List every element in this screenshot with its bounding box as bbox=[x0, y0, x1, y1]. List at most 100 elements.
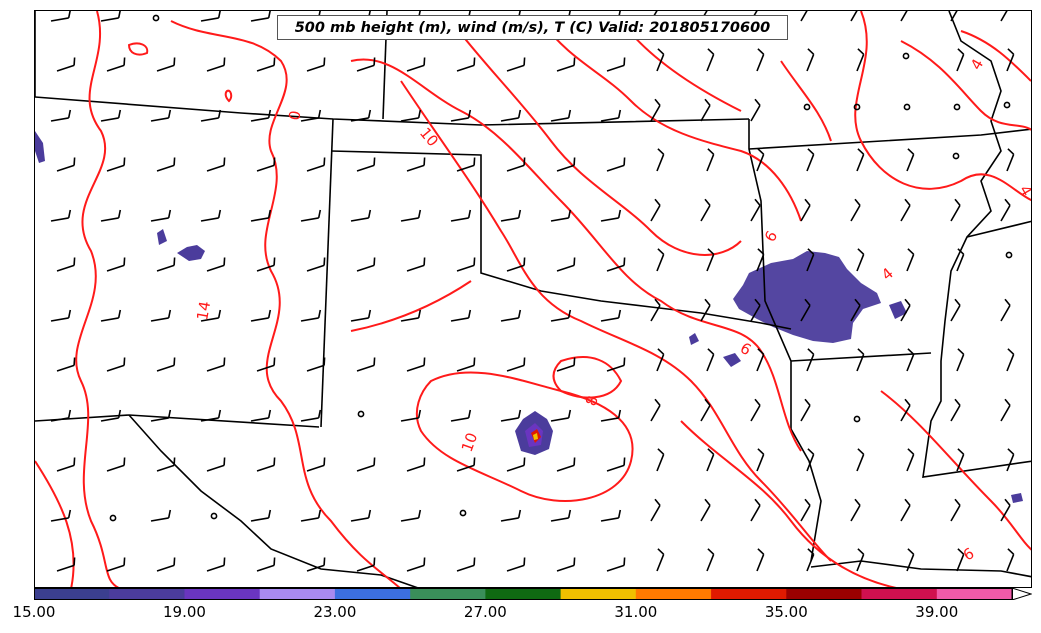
wind-barb-shaft bbox=[856, 354, 865, 372]
wind-barb-shaft bbox=[950, 205, 961, 222]
wind-barb-flag bbox=[807, 548, 815, 555]
wind-barb-shaft bbox=[250, 117, 269, 122]
wind-barb-shaft bbox=[1006, 154, 1015, 172]
wind-barb-shaft bbox=[700, 105, 711, 122]
wind-barb-flag bbox=[854, 298, 861, 306]
wind-barb-flag bbox=[707, 348, 715, 355]
wind-barb-shaft bbox=[156, 464, 175, 472]
calm-wind-circle bbox=[853, 103, 861, 111]
colorbar-segment bbox=[334, 588, 411, 600]
wind-barb-flag bbox=[1004, 498, 1011, 506]
wind-barb-shaft bbox=[750, 505, 761, 522]
wind-barb-flag bbox=[473, 357, 476, 366]
wind-barb-flag bbox=[954, 498, 961, 506]
wind-barb-flag bbox=[904, 298, 911, 306]
wind-barb-shaft bbox=[400, 417, 419, 422]
wind-barb-shaft bbox=[506, 64, 525, 72]
wind-barb-shaft bbox=[906, 354, 915, 372]
wind-barb-shaft bbox=[256, 564, 275, 572]
wind-barb-flag bbox=[273, 257, 276, 266]
wind-barb-shaft bbox=[656, 454, 665, 472]
wind-barb-shaft bbox=[900, 405, 911, 422]
wind-barb-flag bbox=[273, 457, 276, 466]
wind-barb-shaft bbox=[550, 217, 569, 222]
wind-barb-shaft bbox=[356, 564, 375, 572]
wind-barb-shaft bbox=[456, 264, 475, 272]
wind-barb-shaft bbox=[556, 564, 575, 572]
wind-barb-shaft bbox=[650, 305, 661, 322]
wind-barb-flag bbox=[957, 548, 965, 555]
wind-barb-flag bbox=[1007, 548, 1015, 555]
wind-barb-shaft bbox=[250, 317, 269, 322]
wind-barb-flag bbox=[617, 509, 622, 519]
wind-barb-shaft bbox=[906, 554, 915, 572]
wind-barb-flag bbox=[954, 398, 961, 406]
wind-barb-shaft bbox=[306, 364, 325, 372]
wind-barb-flag bbox=[754, 98, 761, 106]
wind-barb-shaft bbox=[500, 317, 519, 322]
wind-barb-flag bbox=[704, 398, 711, 406]
wind-barb-shaft bbox=[400, 517, 419, 522]
wind-barb-flag bbox=[123, 457, 126, 466]
shaded-blob-nm bbox=[177, 245, 205, 261]
wind-barb-flag bbox=[217, 209, 222, 219]
contour-label: 6 bbox=[737, 339, 754, 359]
wind-barb-flag bbox=[657, 248, 665, 255]
wind-barb-flag bbox=[117, 409, 122, 419]
wind-barb-flag bbox=[117, 309, 122, 319]
wind-barb-shaft bbox=[450, 417, 469, 422]
wind-barb-shaft bbox=[800, 505, 811, 522]
wind-barb-shaft bbox=[206, 264, 225, 272]
wind-barb-shaft bbox=[600, 217, 619, 222]
wind-barb-shaft bbox=[156, 264, 175, 272]
wind-barb-shaft bbox=[700, 205, 711, 222]
wind-barb-flag bbox=[73, 557, 76, 566]
wind-barb-shaft bbox=[700, 505, 711, 522]
wind-barb-flag bbox=[807, 148, 815, 155]
wind-barb-flag bbox=[417, 109, 422, 119]
wind-barb-flag bbox=[617, 309, 622, 319]
wind-barb-flag bbox=[173, 57, 176, 66]
wind-barb-flag bbox=[804, 298, 811, 306]
wind-barb-shaft bbox=[400, 217, 419, 222]
wind-barb-flag bbox=[373, 57, 376, 66]
wind-barb-flag bbox=[267, 409, 272, 419]
wind-barb-shaft bbox=[100, 417, 119, 422]
wind-barb-flag bbox=[317, 309, 322, 319]
wind-barb-shaft bbox=[350, 217, 369, 222]
wind-barb-shaft bbox=[756, 354, 765, 372]
wind-barb-flag bbox=[704, 198, 711, 206]
wind-barb-shaft bbox=[656, 554, 665, 572]
wind-barb-shaft bbox=[200, 117, 219, 122]
wind-barb-shaft bbox=[556, 64, 575, 72]
colorbar-tick-label: 31.00 bbox=[614, 603, 658, 621]
wind-barb-flag bbox=[704, 98, 711, 106]
wind-barb-shaft bbox=[600, 417, 619, 422]
wind-barb-flag bbox=[473, 57, 476, 66]
shaded-blob-east bbox=[723, 353, 741, 367]
wind-barb-flag bbox=[273, 57, 276, 66]
wind-barb-shaft bbox=[550, 517, 569, 522]
wind-barb-flag bbox=[704, 298, 711, 306]
wind-barb-shaft bbox=[506, 264, 525, 272]
wind-barb-shaft bbox=[756, 154, 765, 172]
wind-barb-flag bbox=[623, 157, 626, 166]
calm-wind-circle bbox=[952, 152, 960, 160]
wind-barb-shaft bbox=[356, 264, 375, 272]
wind-barb-shaft bbox=[56, 564, 75, 572]
wind-barb-flag bbox=[417, 509, 422, 519]
wind-barb-shaft bbox=[650, 205, 661, 222]
wind-barb-shaft bbox=[500, 517, 519, 522]
wind-barb-shaft bbox=[600, 317, 619, 322]
wind-barb-flag bbox=[623, 57, 626, 66]
wind-barb-shaft bbox=[300, 217, 319, 222]
calm-wind-circle bbox=[109, 514, 117, 522]
wind-barb-flag bbox=[757, 148, 765, 155]
wind-barb-shaft bbox=[156, 564, 175, 572]
calm-wind-circle bbox=[1003, 101, 1011, 109]
wind-barb-flag bbox=[707, 148, 715, 155]
map-canvas: 10 14 10 8 6 6 4 4 4 6 0 bbox=[35, 11, 1031, 587]
wind-barb-shaft bbox=[856, 454, 865, 472]
wind-barb-shaft bbox=[50, 417, 69, 422]
wind-barb-shaft bbox=[1000, 505, 1011, 522]
